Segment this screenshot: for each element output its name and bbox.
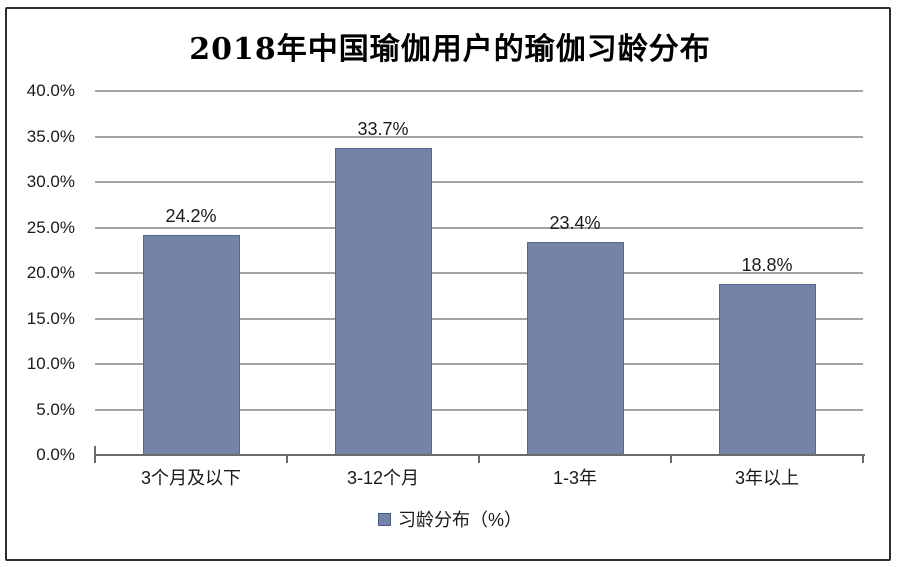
legend: 习龄分布（%） [0, 506, 900, 532]
gridline [95, 135, 863, 138]
x-category-label: 3个月及以下 [140, 468, 241, 488]
bar-value-label: 24.2% [165, 205, 217, 226]
bar-value-label: 23.4% [549, 213, 601, 234]
y-tick-label: 35.0% [26, 126, 75, 146]
gridline [95, 272, 863, 274]
y-axis-stub [94, 446, 96, 454]
bar [142, 234, 240, 455]
y-tick-label: 40.0% [26, 81, 75, 100]
y-tick-label: 30.0% [26, 172, 75, 191]
gridline [95, 90, 863, 92]
gridline [95, 317, 863, 320]
bar-value-label: 33.7% [357, 119, 409, 140]
legend-swatch-icon [377, 512, 391, 526]
legend-label: 习龄分布（%） [397, 510, 522, 530]
y-tick-label: 10.0% [26, 354, 75, 373]
bar-value-label: 18.8% [741, 254, 793, 275]
x-category-label: 3年以上 [734, 468, 799, 488]
chart-title: 2018年中国瑜伽用户的瑜伽习龄分布 [189, 32, 711, 67]
x-axis-tick [286, 456, 288, 463]
x-axis-tick [94, 456, 96, 463]
y-tick-label: 0.0% [36, 445, 75, 464]
plot-area: 24.2% 33.7% 23.4% 18.8% [94, 90, 865, 463]
bar [334, 148, 432, 455]
x-axis-tick [670, 456, 672, 463]
gridline [95, 226, 863, 229]
x-axis-line [94, 454, 865, 456]
gridline [95, 363, 863, 365]
bar [526, 242, 624, 455]
gridline [95, 408, 863, 411]
gridline [95, 181, 863, 183]
x-axis-tick [478, 456, 480, 463]
y-tick-label: 25.0% [26, 217, 75, 237]
y-tick-label: 20.0% [26, 263, 75, 282]
y-tick-label: 15.0% [26, 308, 75, 328]
bar [718, 283, 816, 455]
x-category-label: 1-3年 [552, 468, 597, 488]
x-axis-tick [862, 456, 864, 463]
y-tick-label: 5.0% [36, 399, 75, 419]
x-category-label: 3-12个月 [346, 468, 420, 488]
